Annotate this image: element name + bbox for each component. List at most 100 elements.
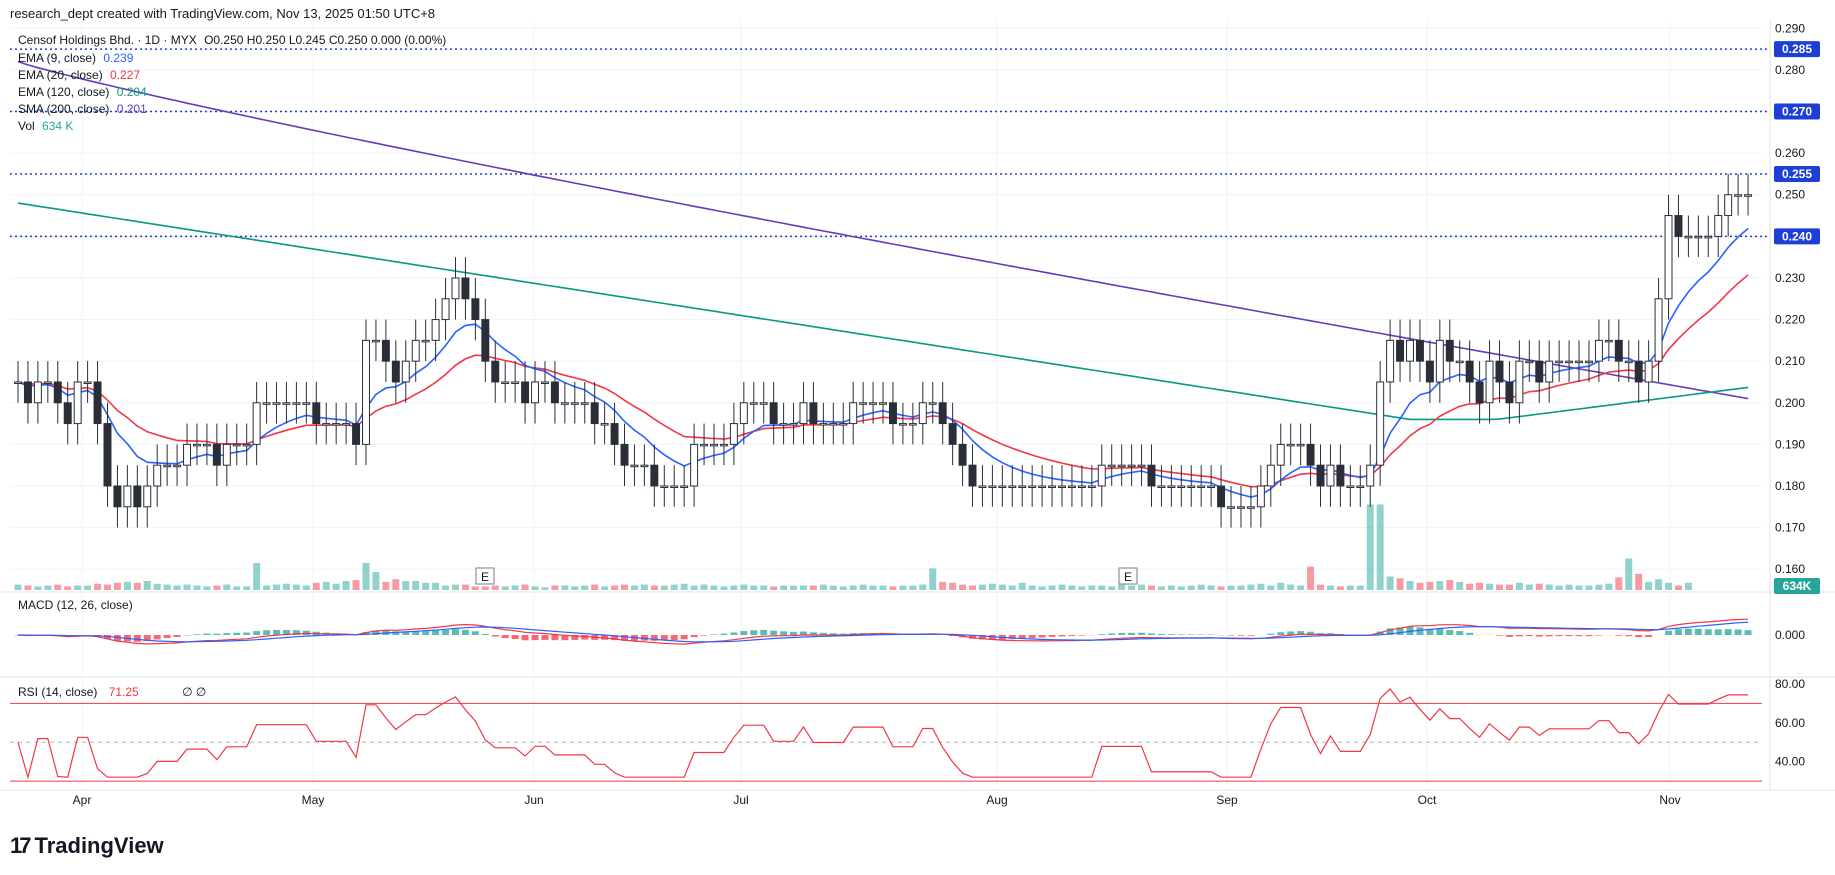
time-label-sep: Sep (1216, 793, 1238, 807)
volume-bar (1307, 566, 1315, 590)
time-label-jul: Jul (733, 793, 748, 807)
candle-body (630, 464, 639, 468)
candle-body (988, 485, 997, 488)
candle-body (1594, 339, 1603, 362)
volume-bar (601, 586, 609, 590)
rsi-line (17, 688, 1749, 780)
candle-body (580, 402, 589, 405)
symbol-title-text: Censof Holdings Bhd. · 1D · MYX (18, 33, 197, 47)
macd-histogram-bar (720, 633, 728, 635)
tradingview-logo[interactable]: 17 TradingView (10, 833, 164, 859)
candle-body (1406, 339, 1414, 362)
macd-histogram-bar (1187, 634, 1195, 635)
candle-body (342, 423, 351, 426)
volume-bar (879, 585, 887, 590)
volume-bar (273, 584, 280, 590)
earnings-marker (1118, 567, 1138, 585)
macd-histogram-bar (1645, 635, 1653, 638)
volume-badge-label: 634K (1783, 579, 1812, 593)
macd-histogram-bar (1157, 633, 1165, 635)
legend-ema120-label: EMA (120, close) (18, 85, 110, 99)
candle-body (1356, 485, 1365, 488)
price-tick-label: 0.280 (1775, 63, 1805, 77)
candle-body (1346, 485, 1355, 488)
macd-histogram-bar (680, 635, 688, 640)
candle-body (143, 485, 152, 508)
candle-body (700, 443, 709, 447)
legend-sma200[interactable]: SMA (200, close) 0.201 (18, 102, 147, 116)
candle-body (610, 423, 619, 445)
volume-badge (1774, 578, 1820, 594)
macd-histogram-bar (1058, 635, 1066, 637)
legend-ema120[interactable]: EMA (120, close) 0.204 (18, 85, 147, 99)
legend-volume[interactable]: Vol 634 K (18, 119, 73, 133)
candle-body (1475, 381, 1484, 404)
candle-body (1236, 506, 1245, 509)
candle-body (43, 381, 52, 384)
volume-bar (412, 581, 420, 590)
volume-bar (1565, 584, 1573, 590)
volume-bar (531, 586, 539, 590)
volume-bar (282, 583, 290, 590)
candle-body (1157, 485, 1166, 488)
volume-bar (919, 584, 927, 590)
volume-bar (541, 587, 549, 590)
macd-zero-label: 0.000 (1775, 628, 1805, 642)
macd-histogram-bar (531, 635, 539, 641)
candle-body (103, 423, 112, 487)
volume-bar (1396, 578, 1404, 590)
macd-legend[interactable]: MACD (12, 26, close) (18, 598, 133, 612)
macd-histogram-bar (561, 635, 569, 641)
volume-bar (839, 586, 847, 590)
candle-body (1167, 485, 1176, 488)
volume-bar (760, 585, 768, 590)
rsi-legend[interactable]: RSI (14, close) 71.25 ∅ ∅ (18, 685, 206, 699)
candle-body (93, 381, 102, 425)
candle-body (1147, 464, 1156, 487)
legend-volume-value: 634 K (42, 119, 74, 133)
macd-histogram-bar (770, 630, 778, 635)
price-badge-label: 0.270 (1782, 105, 1812, 119)
volume-bar (1237, 585, 1245, 590)
volume-bar (173, 585, 181, 590)
macd-signal-line (17, 621, 1749, 643)
volume-bar (74, 585, 82, 590)
candle-body (1415, 339, 1424, 362)
candle-body (1276, 443, 1285, 466)
candle-body (1058, 485, 1066, 488)
legend-ema20[interactable]: EMA (20, close) 0.227 (18, 68, 140, 82)
candle-body (252, 402, 261, 445)
candle-body (282, 402, 291, 405)
candle-body (391, 360, 400, 383)
volume-bar (1177, 586, 1185, 590)
macd-histogram-bar (1386, 628, 1394, 635)
volume-bar (1456, 581, 1464, 590)
candle-body (1664, 215, 1673, 300)
volume-bar (322, 581, 330, 590)
macd-histogram-bar (1545, 635, 1553, 637)
volume-bar (193, 585, 201, 590)
volume-bar (1356, 585, 1364, 590)
volume-bar (730, 585, 738, 590)
volume-bar (1346, 585, 1354, 590)
macd-label: MACD (12, 26, close) (18, 598, 133, 612)
volume-bar (153, 583, 161, 590)
price-badge (1774, 228, 1820, 245)
candle-body (1435, 339, 1444, 383)
candle-body (1227, 506, 1236, 509)
candle-body (1584, 360, 1593, 364)
macd-histogram-bar (412, 631, 420, 635)
volume-bar (959, 584, 967, 590)
volume-bar (511, 585, 519, 590)
macd-histogram-bar (571, 635, 579, 640)
volume-bar (809, 585, 817, 590)
macd-histogram-bar (471, 631, 479, 635)
candle-body (521, 381, 530, 404)
candle-body (1376, 381, 1385, 466)
candle-body (879, 402, 888, 405)
legend-ema9[interactable]: EMA (9, close) 0.239 (18, 51, 133, 65)
candle-body (1048, 485, 1057, 488)
volume-bar (1068, 585, 1076, 590)
candle-body (560, 402, 569, 405)
